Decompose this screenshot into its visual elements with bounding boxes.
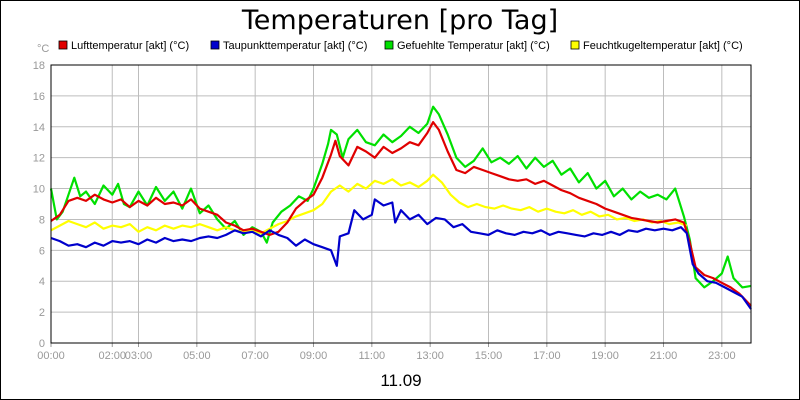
legend-swatch — [210, 40, 220, 50]
x-axis-date-label: 11.09 — [380, 371, 421, 390]
x-tick-label: 09:00 — [300, 350, 328, 362]
legend: Lufttemperatur [akt] (°C) Taupunkttempera… — [58, 40, 743, 52]
x-tick-label: 21:00 — [650, 350, 678, 362]
y-tick-label: 4 — [39, 276, 45, 288]
y-axis-unit-label: °C — [37, 43, 49, 55]
y-tick-label: 2 — [39, 307, 45, 319]
legend-label: Taupunkttemperatur [akt] (°C) — [223, 40, 367, 52]
legend-swatch — [384, 40, 394, 50]
legend-swatch — [58, 40, 68, 50]
y-tick-label: 12 — [33, 153, 45, 165]
grid — [50, 64, 751, 344]
x-tick-label: 07:00 — [241, 350, 269, 362]
legend-label: Lufttemperatur [akt] (°C) — [71, 40, 189, 52]
y-tick-label: 14 — [33, 122, 45, 134]
series-line — [49, 105, 752, 289]
y-tick-label: 8 — [39, 214, 45, 226]
plot-area — [49, 105, 752, 310]
series-line — [50, 121, 752, 307]
x-tick-label: 05:00 — [183, 350, 211, 362]
series-line — [50, 198, 752, 310]
x-tick-label: 19:00 — [591, 350, 619, 362]
x-tick-label: 15:00 — [475, 350, 503, 362]
series-line — [50, 173, 688, 235]
legend-label: Feuchtkugeltemperatur [akt] (°C) — [583, 40, 743, 52]
x-tick-label: 11:00 — [358, 350, 385, 362]
x-tick-label: 13:00 — [416, 350, 444, 362]
y-tick-label: 6 — [39, 245, 45, 257]
x-tick-label: 17:00 — [533, 350, 561, 362]
x-tick-label: 02:00 — [98, 350, 126, 362]
chart-title: Temperaturen [pro Tag] — [241, 5, 558, 36]
x-tick-label: 00:00 — [37, 350, 65, 362]
y-tick-label: 18 — [33, 60, 45, 72]
legend-swatch — [570, 40, 580, 50]
x-tick-label: 23:00 — [708, 350, 736, 362]
y-tick-label: 0 — [39, 338, 45, 350]
x-tick-label: 03:00 — [125, 350, 153, 362]
y-tick-label: 16 — [33, 91, 45, 103]
plot-border — [50, 64, 752, 344]
y-axis: 0 2 4 6 8 10 12 14 16 18 — [33, 60, 45, 350]
legend-label: Gefuehlte Temperatur [akt] (°C) — [397, 40, 550, 52]
y-tick-label: 10 — [33, 184, 45, 196]
